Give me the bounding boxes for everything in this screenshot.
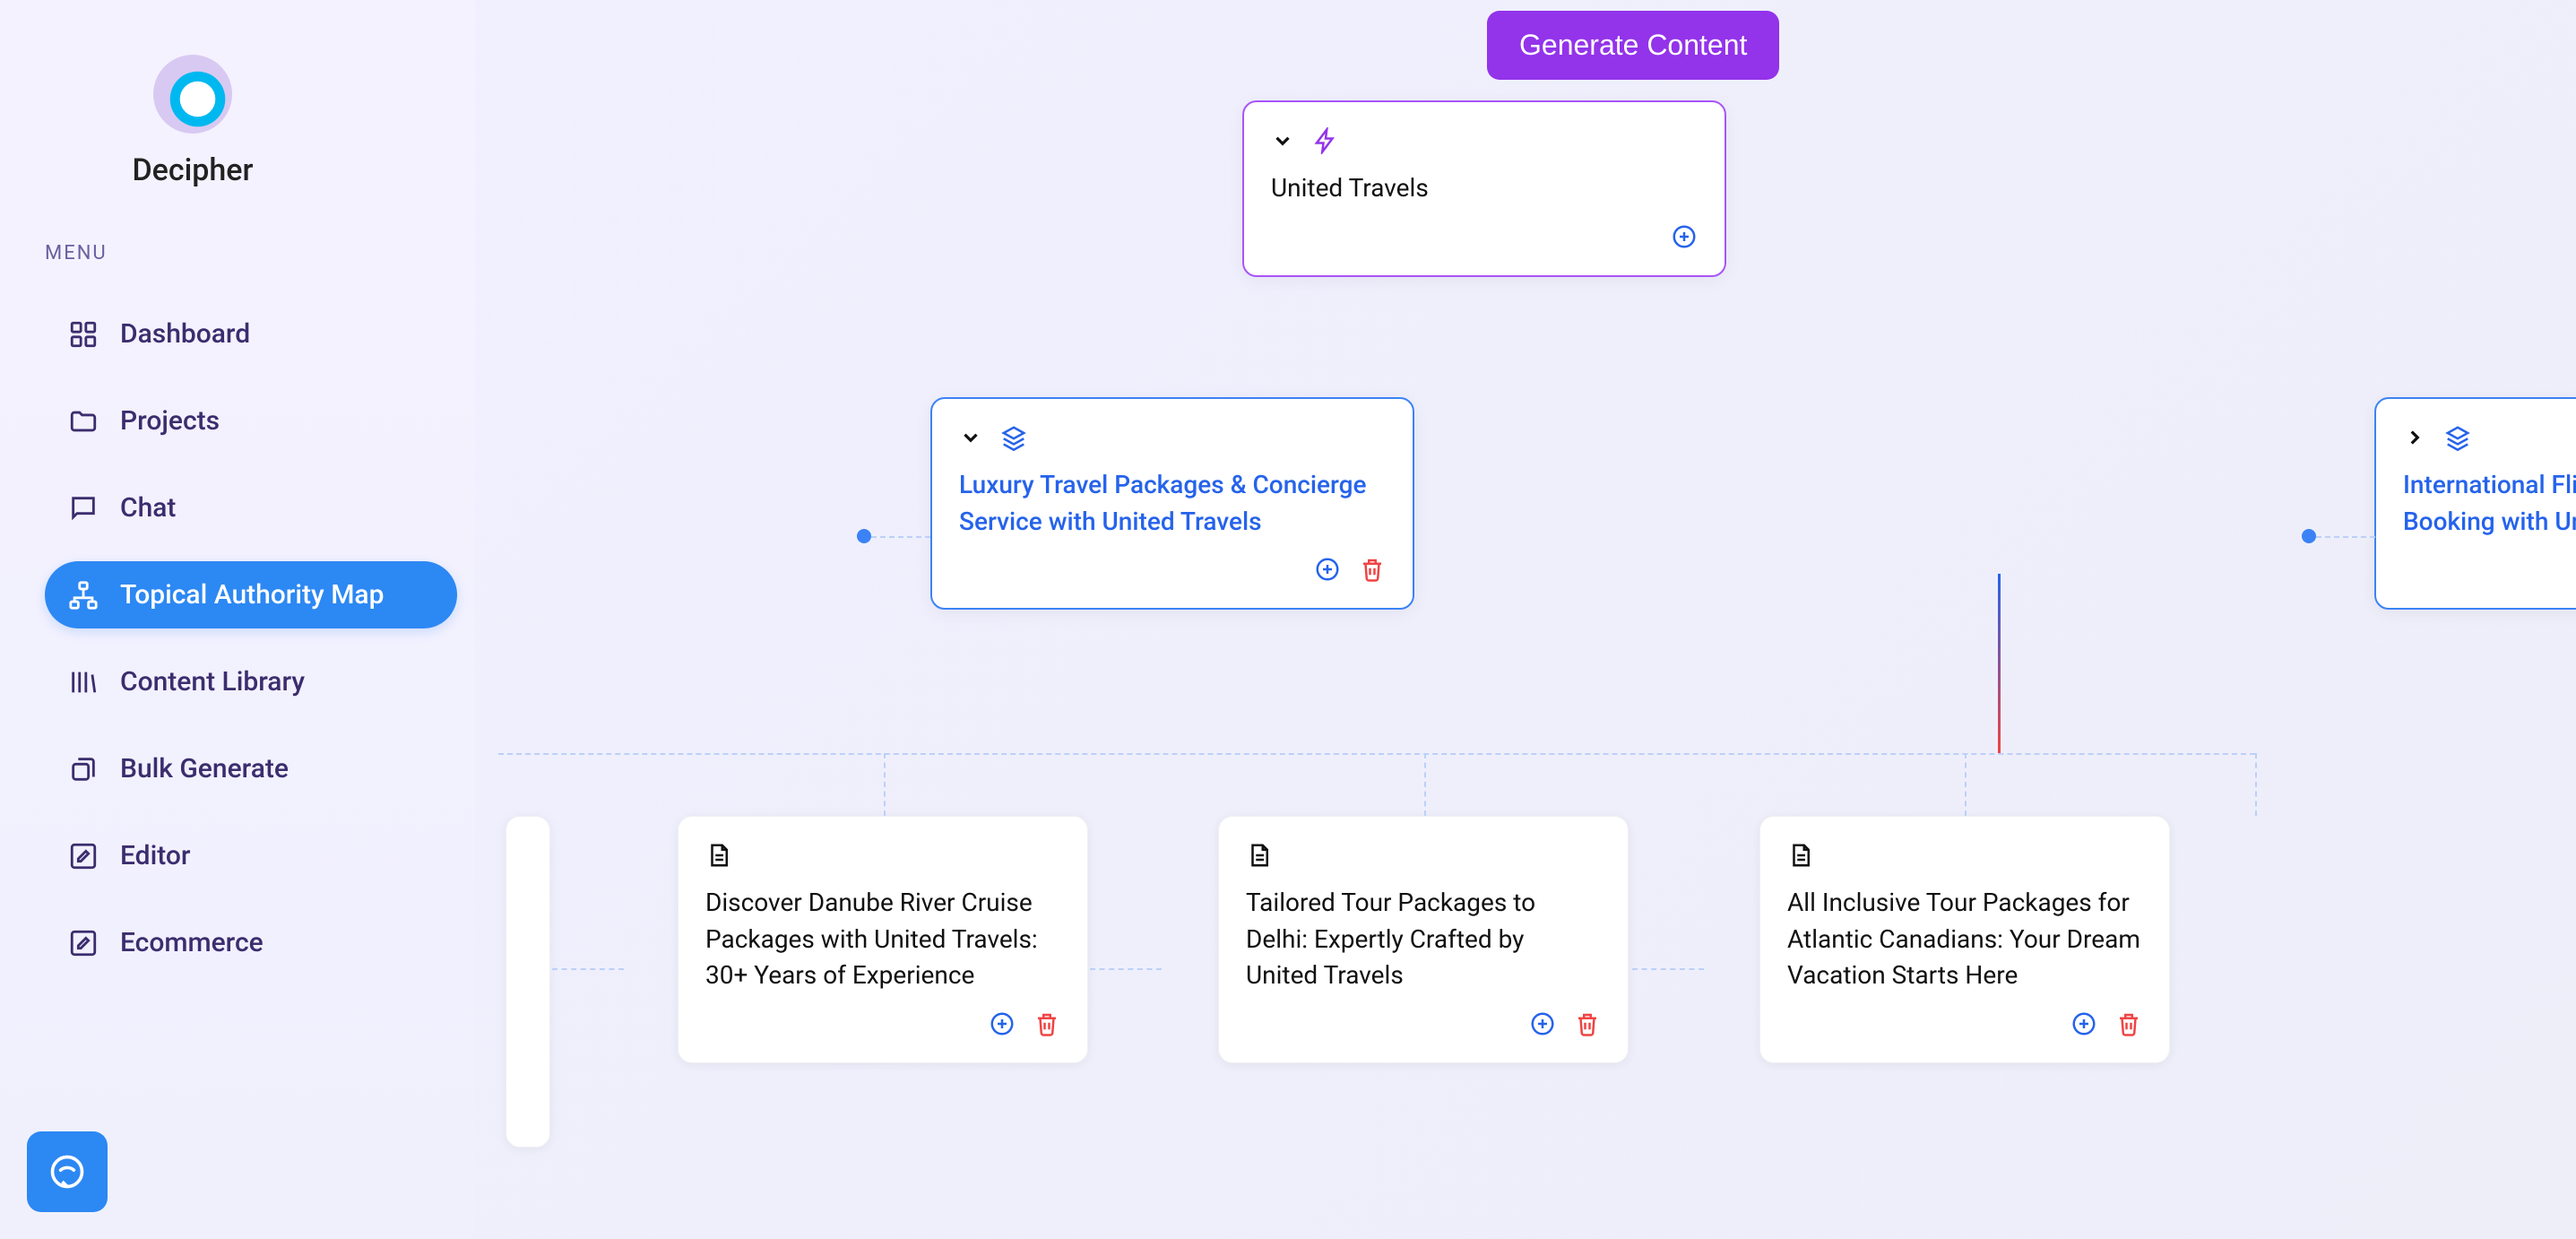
help-chat-button[interactable] bbox=[27, 1131, 108, 1212]
connector-line bbox=[871, 536, 930, 538]
generate-content-button[interactable]: Generate Content bbox=[1487, 11, 1779, 80]
sidebar-item-label: Content Library bbox=[120, 666, 305, 697]
delete-node-button[interactable] bbox=[1359, 556, 1386, 583]
chevron-down-icon[interactable] bbox=[959, 426, 982, 449]
map-leaf-node-partial[interactable] bbox=[506, 816, 550, 1148]
connector-gradient bbox=[1998, 574, 2001, 753]
node-title: International Flights & Hotel Booking wi… bbox=[2403, 467, 2576, 540]
node-title: United Travels bbox=[1271, 170, 1698, 207]
layers-icon bbox=[1000, 424, 1027, 451]
document-icon bbox=[1787, 842, 1814, 869]
delete-node-button[interactable] bbox=[1574, 1010, 1601, 1037]
chat-icon bbox=[68, 493, 99, 524]
sidebar-item-chat[interactable]: Chat bbox=[45, 474, 457, 542]
map-leaf-node[interactable]: Tailored Tour Packages to Delhi: Expertl… bbox=[1218, 816, 1629, 1063]
copies-icon bbox=[68, 754, 99, 784]
sidebar-item-dashboard[interactable]: Dashboard bbox=[45, 300, 457, 368]
map-leaf-node[interactable]: Discover Danube River Cruise Packages wi… bbox=[678, 816, 1088, 1063]
app-name: Decipher bbox=[132, 152, 253, 188]
add-child-button[interactable] bbox=[2070, 1010, 2097, 1037]
document-icon bbox=[705, 842, 732, 869]
connector-dot bbox=[857, 529, 871, 543]
sidebar-item-content-library[interactable]: Content Library bbox=[45, 648, 457, 715]
sidebar-item-topical-authority-map[interactable]: Topical Authority Map bbox=[45, 561, 457, 628]
add-child-button[interactable] bbox=[1314, 556, 1341, 583]
add-child-button[interactable] bbox=[1671, 223, 1698, 250]
connector-line bbox=[2255, 753, 2257, 816]
sidebar-item-editor[interactable]: Editor bbox=[45, 822, 457, 889]
connector-dot bbox=[2302, 529, 2316, 543]
lightning-icon bbox=[1312, 127, 1339, 154]
sidebar-item-label: Topical Authority Map bbox=[120, 579, 384, 611]
sidebar-item-projects[interactable]: Projects bbox=[45, 387, 457, 455]
chevron-right-icon[interactable] bbox=[2403, 426, 2426, 449]
sidebar-item-label: Chat bbox=[120, 492, 176, 524]
node-title: Tailored Tour Packages to Delhi: Expertl… bbox=[1246, 885, 1601, 994]
connector-line bbox=[884, 753, 886, 816]
map-category-node[interactable]: International Flights & Hotel Booking wi… bbox=[2374, 397, 2576, 610]
sidebar-item-label: Projects bbox=[120, 405, 220, 437]
sidebar: Decipher MENU Dashboard Projects Chat To… bbox=[0, 0, 475, 1239]
document-icon bbox=[1246, 842, 1273, 869]
grid-icon bbox=[68, 319, 99, 350]
layers-icon bbox=[2444, 424, 2471, 451]
connector-line bbox=[498, 753, 2255, 755]
connector-line bbox=[1965, 753, 1967, 816]
folder-icon bbox=[68, 406, 99, 437]
add-child-button[interactable] bbox=[989, 1010, 1016, 1037]
connector-line bbox=[1424, 753, 1426, 816]
sidebar-item-label: Editor bbox=[120, 840, 191, 871]
map-leaf-node[interactable]: All Inclusive Tour Packages for Atlantic… bbox=[1759, 816, 2170, 1063]
connector-line bbox=[552, 968, 624, 970]
node-title: All Inclusive Tour Packages for Atlantic… bbox=[1787, 885, 2142, 994]
library-icon bbox=[68, 667, 99, 697]
menu-section-label: MENU bbox=[45, 242, 457, 264]
edit-icon bbox=[68, 841, 99, 871]
connector-line bbox=[1632, 968, 1704, 970]
sidebar-item-label: Bulk Generate bbox=[120, 753, 289, 784]
connector-line bbox=[2316, 536, 2375, 538]
sitemap-icon bbox=[68, 580, 99, 611]
node-title: Luxury Travel Packages & Concierge Servi… bbox=[959, 467, 1386, 540]
map-root-node[interactable]: United Travels bbox=[1242, 100, 1726, 277]
logo-icon bbox=[143, 45, 242, 143]
delete-node-button[interactable] bbox=[2115, 1010, 2142, 1037]
node-title: Discover Danube River Cruise Packages wi… bbox=[705, 885, 1060, 994]
logo: Decipher bbox=[81, 45, 305, 188]
map-category-node[interactable]: Luxury Travel Packages & Concierge Servi… bbox=[930, 397, 1414, 610]
topical-map-canvas[interactable]: Generate Content United Travels bbox=[498, 0, 2576, 1239]
connector-line bbox=[1090, 968, 1162, 970]
sidebar-item-bulk-generate[interactable]: Bulk Generate bbox=[45, 735, 457, 802]
chevron-down-icon[interactable] bbox=[1271, 129, 1294, 152]
sidebar-item-label: Ecommerce bbox=[120, 927, 264, 958]
ecommerce-icon bbox=[68, 928, 99, 958]
add-child-button[interactable] bbox=[1529, 1010, 1556, 1037]
delete-node-button[interactable] bbox=[1033, 1010, 1060, 1037]
sidebar-item-label: Dashboard bbox=[120, 318, 250, 350]
sidebar-item-ecommerce[interactable]: Ecommerce bbox=[45, 909, 457, 976]
